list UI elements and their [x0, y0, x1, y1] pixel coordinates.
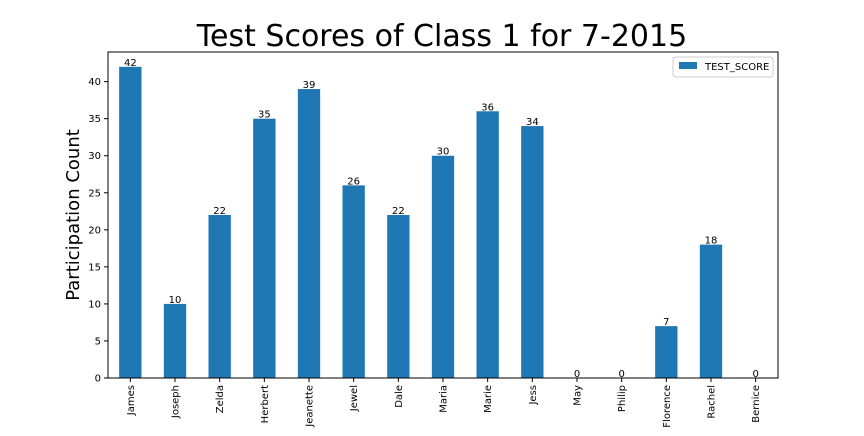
x-tick-label: Dale: [394, 385, 405, 408]
x-tick-label: Marie: [483, 385, 494, 413]
x-tick-label: Herbert: [260, 385, 271, 423]
y-tick-label: 30: [88, 151, 101, 162]
x-tick-label: Maria: [439, 385, 450, 413]
y-tick-label: 15: [88, 262, 101, 273]
bar-value-label: 18: [705, 236, 718, 247]
legend: TEST_SCORE: [672, 56, 774, 78]
y-tick-label: 20: [88, 225, 101, 236]
x-tick-label: Jess: [528, 385, 539, 406]
x-axis-ticks: James Joseph Zelda Herbert Jeanette Jewel Dale…: [126, 378, 762, 428]
x-tick-label: Florence: [662, 385, 673, 428]
bar-value-label: 0: [618, 369, 624, 380]
bar-value-label: 22: [213, 206, 226, 217]
x-tick-label: Bernice: [751, 385, 762, 423]
bar-james: [119, 66, 142, 379]
bar-value-label: 0: [574, 369, 580, 380]
bar-joseph: [163, 303, 187, 378]
y-tick-label: 35: [88, 114, 101, 125]
bars-group: [119, 66, 723, 379]
y-tick-label: 10: [88, 299, 101, 310]
x-tick-label: Jeanette: [305, 385, 316, 428]
bar-jeanette: [297, 89, 321, 378]
bar-value-label: 22: [392, 206, 405, 217]
bar-value-label: 36: [481, 102, 494, 113]
x-tick-label: Rachel: [707, 385, 718, 419]
bar-jewel: [342, 185, 365, 378]
bar-florence: [655, 326, 678, 378]
legend-label: TEST_SCORE: [704, 62, 769, 73]
y-tick-label: 40: [88, 77, 101, 88]
y-axis-label: Participation Count: [63, 129, 84, 301]
bar-jess: [521, 126, 544, 378]
x-tick-label: Joseph: [171, 385, 182, 419]
bar-maria: [431, 155, 455, 378]
bar-value-label: 39: [303, 80, 316, 91]
bar-value-label: 10: [169, 295, 182, 306]
bar-value-label: 34: [526, 117, 539, 128]
x-tick-label: Zelda: [215, 385, 226, 413]
y-tick-label: 5: [95, 336, 101, 347]
bar-value-label: 30: [437, 147, 450, 158]
bar-marie: [476, 111, 499, 378]
value-labels-group: 42 10 22 35 39 26 22 30 36 34 0 0 7 18 0: [124, 58, 759, 380]
legend-box: [672, 56, 774, 78]
chart-title: Test Scores of Class 1 for 7-2015: [196, 19, 687, 54]
bar-value-label: 7: [663, 317, 669, 328]
y-tick-label: 0: [95, 374, 101, 385]
bar-zelda: [208, 215, 231, 378]
x-tick-label: Philip: [617, 385, 628, 412]
plot-area-frame: [107, 51, 779, 379]
y-axis-ticks: 0 5 10 15 20 25 30 35 40: [88, 77, 108, 385]
legend-swatch: [679, 62, 697, 69]
x-tick-label: Jewel: [349, 385, 360, 412]
bar-value-label: 42: [124, 58, 137, 69]
x-tick-label: James: [126, 385, 137, 416]
bar-rachel: [699, 244, 723, 378]
bar-dale: [387, 215, 410, 378]
bar-value-label: 0: [752, 369, 758, 380]
y-tick-label: 25: [88, 188, 101, 199]
bar-value-label: 35: [258, 110, 271, 121]
x-tick-label: May: [573, 385, 584, 406]
bar-herbert: [253, 118, 276, 378]
bar-value-label: 26: [347, 176, 360, 187]
